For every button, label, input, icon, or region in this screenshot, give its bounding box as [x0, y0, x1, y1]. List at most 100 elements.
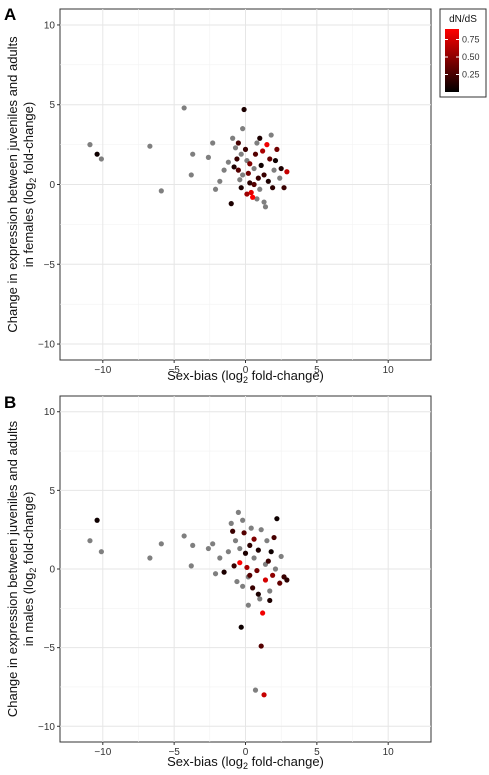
x-tick-labels: −10 −5 0 5 10	[94, 360, 394, 376]
data-point	[254, 196, 260, 202]
data-point	[235, 167, 241, 173]
data-point	[284, 169, 290, 175]
data-point	[210, 140, 216, 146]
data-point	[240, 583, 246, 589]
data-point	[240, 126, 246, 132]
data-point	[271, 534, 277, 541]
data-point	[94, 517, 100, 523]
data-point	[217, 178, 223, 184]
data-point	[252, 151, 259, 157]
x-tick-label: 0	[243, 747, 249, 758]
points	[87, 105, 290, 210]
data-point	[277, 580, 283, 586]
data-point	[240, 517, 246, 523]
y-tick-label: 10	[44, 20, 56, 31]
legend-title: dN/dS	[449, 14, 477, 25]
data-point	[270, 185, 276, 191]
panel-b: B −10 −5 0 5 10 −10 −5 0 5 10 Sex-bias (log2 fol…	[4, 393, 432, 771]
data-point	[221, 167, 227, 173]
panel-label: A	[4, 5, 16, 24]
data-point	[245, 602, 251, 608]
data-point	[250, 585, 256, 591]
data-point	[271, 167, 277, 173]
y-axis-title-line2: in males (log2 fold-change)	[21, 492, 38, 647]
data-point	[244, 191, 250, 197]
data-point	[237, 177, 243, 183]
data-point	[260, 610, 266, 616]
data-point	[272, 566, 279, 572]
data-point	[267, 156, 273, 162]
data-point	[242, 146, 249, 152]
data-point	[255, 591, 261, 597]
y-tick-label: 5	[49, 486, 55, 497]
legend-tick-label: 0.25	[462, 70, 480, 80]
data-point	[258, 643, 264, 649]
data-point	[190, 151, 196, 157]
data-point	[147, 555, 153, 561]
data-point	[258, 527, 264, 533]
data-point	[210, 541, 216, 547]
data-point	[254, 140, 260, 146]
legend-colorbar	[445, 29, 459, 92]
y-tick-label: 0	[49, 180, 55, 191]
data-point	[98, 549, 104, 555]
y-tick-labels: −10 −5 0 5 10	[38, 20, 60, 351]
data-point	[274, 516, 280, 522]
data-point	[261, 172, 267, 178]
x-axis-title: Sex-bias (log2 fold-change)	[167, 754, 324, 771]
data-point	[250, 194, 256, 200]
data-point	[252, 687, 259, 693]
data-point	[98, 156, 104, 162]
data-point	[257, 135, 263, 141]
data-point	[231, 563, 237, 569]
x-tick-label: 5	[314, 747, 320, 758]
data-point	[212, 186, 219, 192]
data-point	[232, 538, 239, 544]
y-axis-title-line2: in females (log2 fold-change)	[21, 102, 38, 267]
data-point	[94, 151, 100, 157]
data-point	[262, 577, 269, 583]
data-point	[274, 146, 280, 152]
data-point	[272, 157, 279, 164]
data-point	[257, 186, 263, 192]
y-tick-label: −5	[44, 643, 56, 654]
data-point	[251, 181, 257, 188]
points	[87, 509, 290, 698]
data-point	[238, 624, 244, 630]
panel-label: B	[4, 393, 16, 412]
data-point	[205, 154, 211, 160]
data-point	[264, 142, 270, 148]
data-point	[247, 180, 253, 186]
data-point	[255, 175, 261, 181]
data-point	[264, 538, 270, 544]
data-point	[225, 549, 231, 555]
data-point	[230, 135, 236, 141]
y-tick-label: −10	[38, 722, 55, 733]
data-point	[188, 172, 194, 178]
y-tick-label: 0	[49, 565, 55, 576]
panel-a: A −10 −5 0 5 10 −10 −5 0 5 10 Sex-bias (log2 fol…	[4, 5, 487, 385]
data-point	[254, 567, 260, 574]
data-point	[147, 143, 153, 149]
data-point	[221, 569, 227, 575]
data-point	[212, 571, 219, 577]
x-tick-label: 10	[383, 747, 395, 758]
data-point	[251, 165, 257, 172]
data-point	[217, 555, 223, 561]
data-point	[251, 555, 257, 561]
data-point	[284, 577, 290, 583]
x-axis-title: Sex-bias (log2 fold-change)	[167, 368, 324, 385]
grid	[60, 9, 431, 360]
data-point	[225, 159, 231, 165]
data-point	[232, 145, 239, 151]
data-point	[241, 530, 247, 536]
x-tick-label: 5	[314, 365, 320, 376]
data-point	[260, 148, 266, 154]
y-tick-label: −5	[44, 260, 56, 271]
data-point	[242, 550, 249, 556]
x-tick-label: −10	[94, 747, 111, 758]
data-point	[240, 172, 246, 178]
data-point	[234, 156, 240, 162]
data-point	[251, 536, 257, 542]
